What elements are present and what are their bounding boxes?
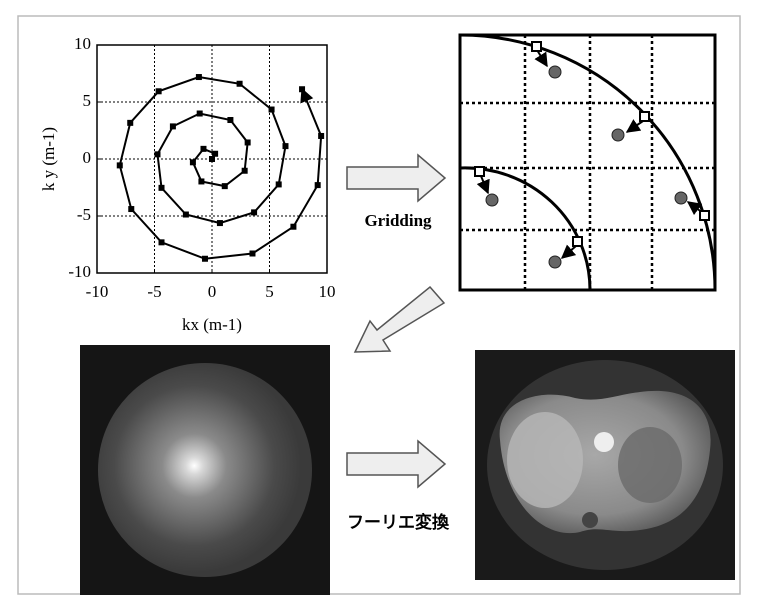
arrow-down-left [355,287,444,352]
sample-point [202,256,208,262]
y-tick-label: 0 [83,148,92,167]
sample-point [222,183,228,189]
sample-point [196,74,202,80]
sample-point [299,86,305,92]
arrow-right [347,155,445,201]
gridding-diagram [460,35,715,290]
sample-point [251,209,257,215]
sample-point [209,156,215,162]
y-tick-label: 5 [83,91,92,110]
sample-point [117,162,123,168]
sample-point [159,239,165,245]
y-tick-label: -5 [77,205,91,224]
sample-point [170,123,176,129]
x-axis-label: kx (m-1) [182,315,242,334]
sample-point [315,182,321,188]
y-axis-label: k y (m-1) [39,127,58,191]
sample-point [217,220,223,226]
sample-point [242,168,248,174]
fourier-label: フーリエ変換 [347,512,450,533]
sample-point [190,159,196,165]
x-tick-label: 0 [208,282,217,301]
sample-point [276,181,282,187]
mri-image [475,350,735,580]
figure: -10 -5 0 5 10 -10 -5 0 5 10 kx (m-1) k y (m-1) Grid… [0,0,758,606]
sample-point [200,146,206,152]
y-tick-label: -10 [68,262,91,281]
sample-point [128,206,134,212]
arrow-right [347,441,445,487]
spiral-plot: -10 -5 0 5 10 -10 -5 0 5 10 kx (m-1) k y (m-1) [39,34,336,334]
sample-point [127,120,133,126]
x-tick-label: 5 [265,282,274,301]
sample-point [249,251,255,257]
sample-point [282,143,288,149]
x-tick-label: 10 [319,282,336,301]
sample-point [237,81,243,87]
sample-point [245,139,251,145]
sample-point [290,224,296,230]
sample-point [197,111,203,117]
x-tick-label: -10 [86,282,109,301]
x-tick-label: -5 [147,282,161,301]
sample-point [212,151,218,157]
sample-point [159,185,165,191]
sample-point [227,117,233,123]
kspace-image [80,345,330,595]
sample-point [154,151,160,157]
sample-point [269,107,275,113]
sample-point [198,178,204,184]
gridding-label: Gridding [364,211,432,230]
sample-point [318,133,324,139]
sample-point [183,212,189,218]
sample-point [156,88,162,94]
y-tick-label: 10 [74,34,91,53]
